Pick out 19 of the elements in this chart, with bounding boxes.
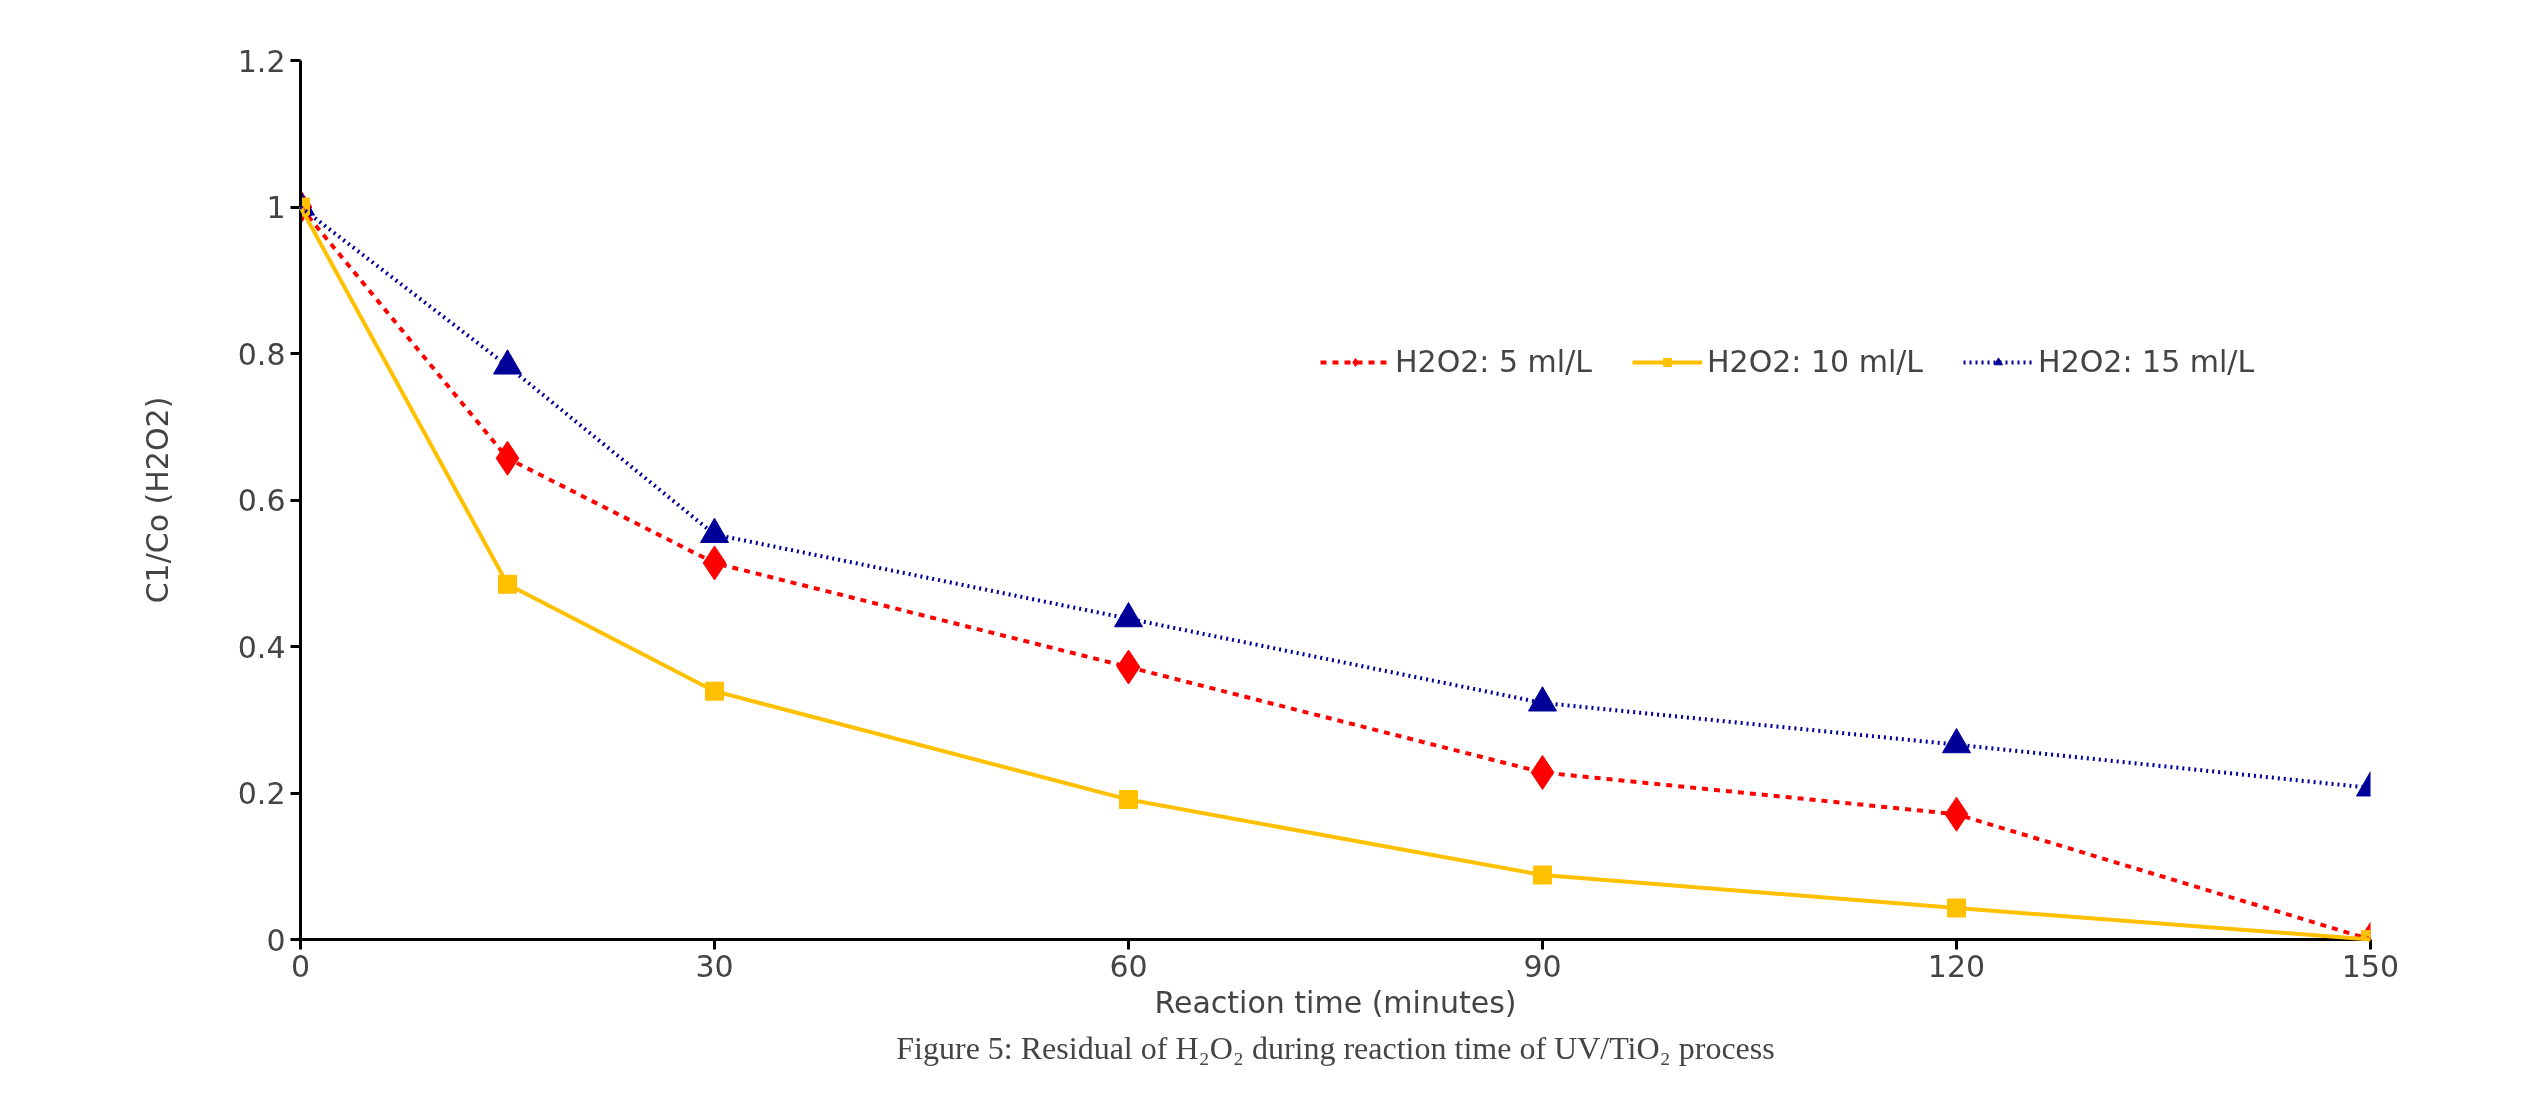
legend-label: H2O2: 15 ml/L	[2038, 344, 2255, 379]
y-axis-title: C1/Co (H2O2)	[139, 396, 175, 604]
y-tick-label: 0.6	[237, 483, 286, 518]
y-tick-label: 0.2	[237, 776, 286, 811]
y-tick-label: 1.2	[237, 43, 286, 79]
x-tick-label: 90	[1523, 948, 1562, 984]
y-tick-label: 0.8	[237, 336, 286, 372]
x-tick-label: 150	[2341, 948, 2400, 984]
y-tick-label: 1	[266, 190, 286, 225]
caption: Figure 5: Residual of H₂O₂ during reaction time of UV/TiO₂ process	[896, 1029, 1775, 1066]
x-tick-label: 30	[695, 948, 734, 984]
x-axis-title: Reaction time (minutes)	[1154, 984, 1517, 1020]
legend-label: H2O2: 10 ml/L	[1707, 344, 1924, 379]
legend-label: H2O2: 5 ml/L	[1395, 344, 1592, 379]
y-tick-label: 0.4	[237, 629, 286, 665]
x-tick-label: 60	[1109, 948, 1148, 984]
x-tick-label: 0	[290, 948, 311, 984]
x-tick-label: 120	[1927, 948, 1986, 984]
y-tick-label: 0	[266, 922, 286, 958]
